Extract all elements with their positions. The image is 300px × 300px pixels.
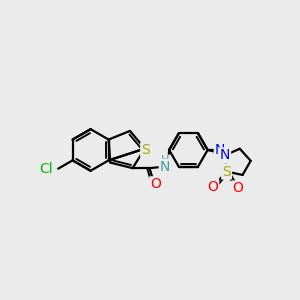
Text: H: H (161, 155, 169, 165)
Text: S: S (141, 143, 150, 157)
Text: O: O (207, 180, 218, 194)
Text: O: O (232, 182, 243, 196)
Text: S: S (222, 165, 231, 178)
Text: N: N (215, 143, 225, 157)
Text: N: N (220, 148, 230, 162)
Text: O: O (150, 177, 161, 191)
Text: Cl: Cl (39, 162, 53, 176)
Text: N: N (160, 160, 170, 174)
